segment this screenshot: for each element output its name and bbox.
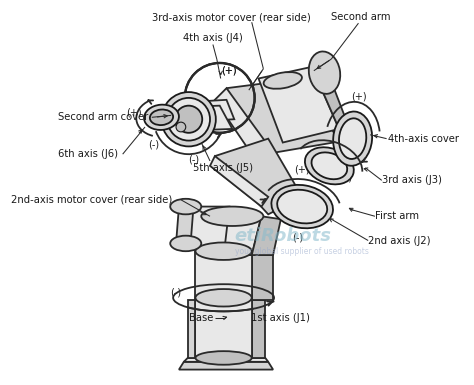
Ellipse shape	[162, 92, 216, 146]
Text: Second arm: Second arm	[331, 12, 390, 22]
Polygon shape	[159, 107, 178, 135]
Text: etiRobots: etiRobots	[234, 227, 331, 245]
Text: (-): (-)	[292, 233, 303, 243]
Text: your global supplier of used robots: your global supplier of used robots	[235, 247, 369, 256]
Text: First arm: First arm	[375, 211, 419, 221]
Polygon shape	[258, 67, 339, 142]
Polygon shape	[188, 207, 229, 248]
Ellipse shape	[277, 190, 327, 223]
Ellipse shape	[264, 72, 302, 89]
Polygon shape	[227, 79, 339, 154]
Text: (+): (+)	[329, 129, 345, 139]
Ellipse shape	[150, 109, 173, 125]
Text: (-): (-)	[188, 155, 199, 165]
Ellipse shape	[167, 98, 210, 141]
Ellipse shape	[170, 236, 201, 251]
Text: 3rd-axis motor cover (rear side): 3rd-axis motor cover (rear side)	[152, 12, 311, 22]
Ellipse shape	[195, 243, 252, 260]
Text: (-): (-)	[309, 190, 320, 200]
Text: 5th axis (J5): 5th axis (J5)	[192, 163, 253, 173]
Text: (-): (-)	[341, 172, 352, 182]
Polygon shape	[188, 300, 195, 358]
Ellipse shape	[176, 122, 186, 132]
Ellipse shape	[311, 152, 347, 179]
Text: 6th axis (J6): 6th axis (J6)	[58, 149, 118, 159]
Text: (+): (+)	[127, 107, 142, 117]
Ellipse shape	[309, 52, 340, 94]
Polygon shape	[312, 67, 351, 132]
Text: 4th-axis cover: 4th-axis cover	[388, 134, 458, 144]
Polygon shape	[176, 103, 188, 122]
Polygon shape	[176, 207, 193, 243]
Polygon shape	[166, 105, 232, 131]
Polygon shape	[215, 139, 302, 214]
Ellipse shape	[201, 207, 264, 226]
Text: (+): (+)	[294, 165, 310, 175]
Text: 4th axis (J4): 4th axis (J4)	[183, 33, 243, 43]
Polygon shape	[184, 358, 268, 362]
Polygon shape	[252, 216, 281, 255]
Polygon shape	[215, 88, 265, 154]
Text: Base: Base	[189, 313, 213, 323]
Polygon shape	[252, 300, 265, 358]
Ellipse shape	[175, 105, 202, 133]
Text: (-): (-)	[148, 139, 159, 149]
Ellipse shape	[195, 289, 252, 306]
Polygon shape	[179, 362, 273, 370]
Ellipse shape	[195, 351, 252, 365]
Text: 3rd axis (J3): 3rd axis (J3)	[382, 176, 442, 185]
Polygon shape	[252, 255, 273, 300]
Ellipse shape	[272, 185, 333, 228]
Ellipse shape	[339, 118, 366, 159]
Polygon shape	[195, 251, 252, 300]
Text: 2nd axis (J2): 2nd axis (J2)	[368, 236, 431, 246]
Polygon shape	[203, 216, 262, 255]
Text: (+): (+)	[222, 66, 237, 76]
Text: (+): (+)	[351, 92, 366, 102]
Ellipse shape	[170, 199, 201, 214]
Text: (+): (+)	[222, 66, 237, 76]
Polygon shape	[210, 156, 268, 207]
Polygon shape	[195, 300, 252, 358]
Text: (-): (-)	[171, 288, 182, 298]
Text: 1st axis (J1): 1st axis (J1)	[251, 313, 310, 323]
Text: 2nd-axis motor cover (rear side): 2nd-axis motor cover (rear side)	[11, 195, 173, 205]
Polygon shape	[176, 100, 234, 122]
Text: Second arm cover: Second arm cover	[58, 112, 148, 122]
Ellipse shape	[333, 112, 372, 166]
Ellipse shape	[305, 147, 354, 184]
Ellipse shape	[144, 105, 179, 130]
